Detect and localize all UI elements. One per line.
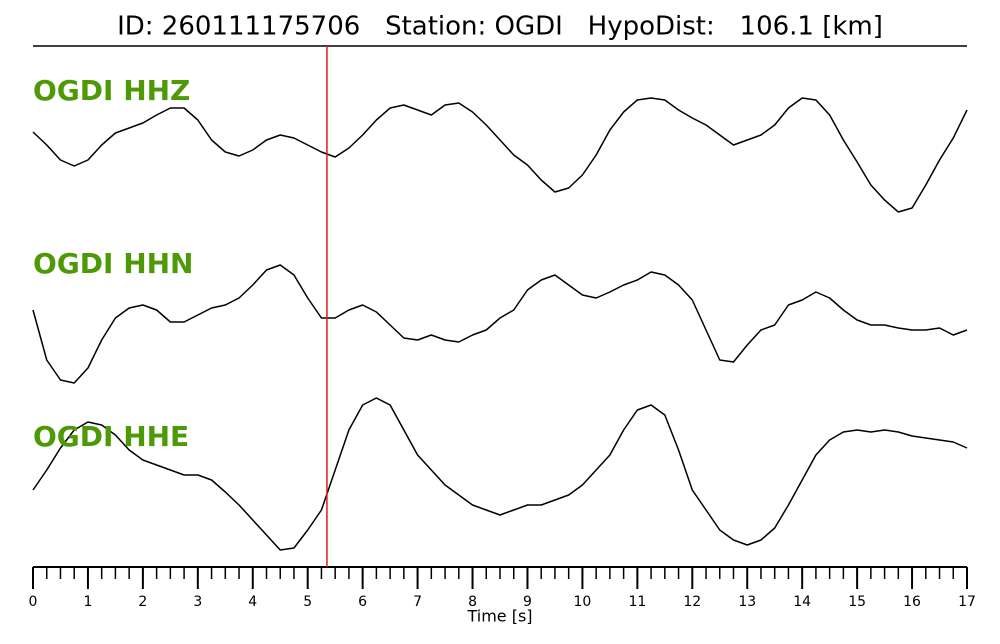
waveform — [32, 97, 968, 213]
trace-label: OGDI HHN — [33, 247, 194, 280]
x-tick-label: 7 — [413, 594, 422, 610]
x-tick-label: 1 — [83, 594, 92, 610]
x-tick-label: 5 — [303, 594, 312, 610]
x-tick-label: 16 — [903, 594, 921, 610]
x-tick-label: 15 — [848, 594, 866, 610]
x-tick-label: 6 — [358, 594, 367, 610]
x-tick-label: 4 — [248, 594, 257, 610]
waveform — [32, 264, 968, 384]
waveform — [32, 397, 968, 551]
trace-label: OGDI HHZ — [33, 74, 190, 107]
x-tick-label: 10 — [573, 594, 591, 610]
x-tick-label: 3 — [193, 594, 202, 610]
x-tick-label: 8 — [468, 594, 477, 610]
x-tick-label: 9 — [523, 594, 532, 610]
x-tick-label: 11 — [628, 594, 646, 610]
x-tick-label: 17 — [958, 594, 976, 610]
x-tick-label: 12 — [683, 594, 701, 610]
x-axis-label: Time [s] — [466, 607, 532, 626]
x-tick-label: 14 — [793, 594, 811, 610]
x-tick-label: 0 — [29, 594, 38, 610]
trace-label: OGDI HHE — [33, 420, 189, 453]
chart-title: ID: 260111175706 Station: OGDI HypoDist:… — [117, 12, 883, 42]
x-tick-label: 13 — [738, 594, 756, 610]
x-tick-label: 2 — [138, 594, 147, 610]
